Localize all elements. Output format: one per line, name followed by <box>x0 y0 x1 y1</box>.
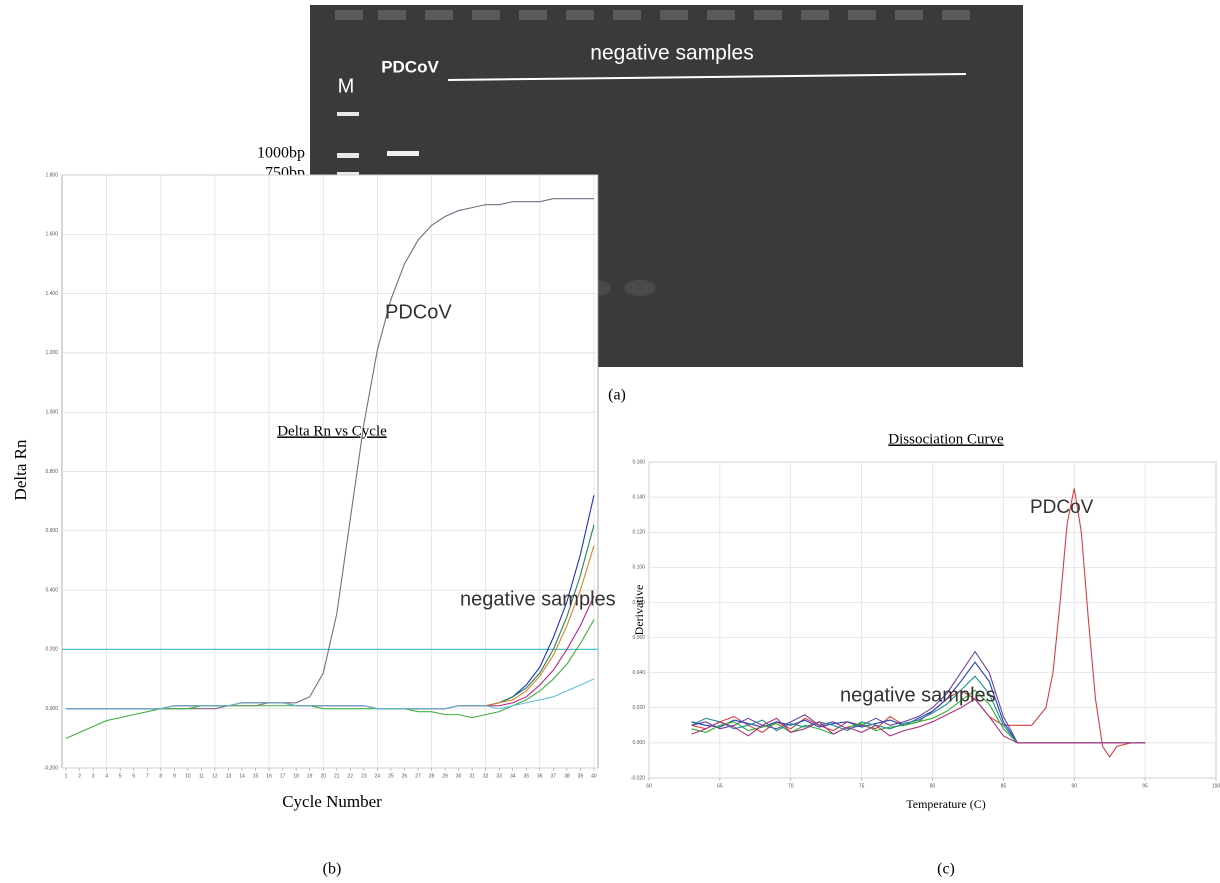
x-tick-label: 20 <box>320 773 326 779</box>
size-label: 1000bp <box>257 145 305 162</box>
y-tick-label: 0.140 <box>632 494 645 500</box>
y-tick-label: 0.000 <box>632 740 645 746</box>
x-tick-label: 37 <box>551 773 557 779</box>
group-label: negative samples <box>590 42 753 65</box>
x-tick-label: 31 <box>469 773 475 779</box>
annotation: negative samples <box>840 684 996 706</box>
x-tick-label: 70 <box>788 783 794 789</box>
y-tick-label: 1.000 <box>45 410 58 416</box>
y-tick-label: 1.400 <box>45 291 58 297</box>
x-tick-label: 29 <box>442 773 448 779</box>
x-tick-label: 75 <box>859 783 865 789</box>
caption: (a) <box>608 387 626 404</box>
x-tick-label: 33 <box>496 773 502 779</box>
x-tick-label: 15 <box>253 773 259 779</box>
x-tick-label: 9 <box>173 773 176 779</box>
y-tick-label: 1.800 <box>45 172 58 178</box>
y-tick-label: -0.020 <box>631 775 645 781</box>
y-tick-label: 0.400 <box>45 587 58 593</box>
x-tick-label: 17 <box>280 773 286 779</box>
x-tick-label: 38 <box>564 773 570 779</box>
x-tick-label: 22 <box>348 773 354 779</box>
chart: -0.0200.0000.0200.0400.0600.0800.1000.12… <box>631 431 1220 877</box>
x-tick-label: 8 <box>159 773 162 779</box>
x-tick-label: 4 <box>105 773 108 779</box>
x-tick-label: 90 <box>1071 783 1077 789</box>
y-tick-label: 0.200 <box>45 647 58 653</box>
x-tick-label: 12 <box>212 773 218 779</box>
x-tick-label: 95 <box>1142 783 1148 789</box>
x-tick-label: 32 <box>483 773 489 779</box>
x-tick-label: 39 <box>578 773 584 779</box>
sample-band <box>387 151 419 156</box>
chart: -0.200 0.000 0.200 0.400 0.600 0.800 1.000 1.20… <box>11 172 616 877</box>
y-tick-label: 0.160 <box>632 459 645 465</box>
annotation: PDCoV <box>385 301 452 323</box>
x-tick-label: 11 <box>199 773 204 779</box>
figure: M PDCoV negative samples 1000bp 750bp (a… <box>0 0 1220 883</box>
y-tick-label: 0.020 <box>632 705 645 711</box>
y-tick-label: 1.200 <box>45 350 58 356</box>
x-tick-label: 16 <box>266 773 272 779</box>
x-tick-label: 6 <box>132 773 135 779</box>
lane-label: PDCoV <box>381 57 439 76</box>
x-tick-label: 14 <box>239 773 245 779</box>
y-tick-label: 0.000 <box>45 706 58 712</box>
y-axis-label: Derivative <box>632 585 646 636</box>
chart-title: Dissociation Curve <box>888 431 1004 447</box>
x-tick-label: 36 <box>537 773 543 779</box>
y-tick-label: 0.040 <box>632 670 645 676</box>
annotation: PDCoV <box>1030 497 1094 518</box>
x-tick-label: 35 <box>523 773 529 779</box>
x-tick-label: 18 <box>293 773 299 779</box>
x-tick-label: 28 <box>429 773 435 779</box>
caption: (c) <box>937 861 955 878</box>
x-tick-label: 13 <box>226 773 232 779</box>
x-tick-label: 85 <box>1001 783 1007 789</box>
x-tick-label: 80 <box>930 783 936 789</box>
x-tick-label: 100 <box>1212 783 1220 789</box>
x-tick-label: 7 <box>146 773 149 779</box>
y-tick-label: -0.200 <box>44 765 58 771</box>
x-tick-label: 27 <box>415 773 421 779</box>
y-tick-label: 0.800 <box>45 469 58 475</box>
x-tick-label: 65 <box>717 783 723 789</box>
x-tick-label: 40 <box>591 773 597 779</box>
x-tick-label: 5 <box>119 773 122 779</box>
y-tick-label: 0.120 <box>632 530 645 536</box>
x-tick-label: 2 <box>78 773 81 779</box>
y-tick-label: 0.600 <box>45 528 58 534</box>
x-tick-label: 25 <box>388 773 394 779</box>
x-tick-label: 1 <box>65 773 68 779</box>
x-tick-label: 10 <box>185 773 191 779</box>
x-tick-label: 34 <box>510 773 516 779</box>
x-tick-label: 21 <box>334 773 340 779</box>
x-tick-label: 30 <box>456 773 462 779</box>
x-tick-label: 3 <box>92 773 95 779</box>
y-tick-label: 0.100 <box>632 565 645 571</box>
caption: (b) <box>323 861 342 878</box>
annotation: negative samples <box>460 588 616 610</box>
lane-label: M <box>338 75 355 97</box>
x-axis-label: Cycle Number <box>282 792 382 811</box>
x-tick-label: 26 <box>402 773 408 779</box>
x-tick-label: 24 <box>375 773 381 779</box>
x-axis-label: Temperature (C) <box>906 797 985 811</box>
x-tick-label: 19 <box>307 773 313 779</box>
y-tick-label: 1.600 <box>45 232 58 238</box>
y-axis-label: Delta Rn <box>11 439 30 500</box>
chart-title: Delta Rn vs Cycle <box>277 423 387 439</box>
x-tick-label: 23 <box>361 773 367 779</box>
x-tick-label: 60 <box>646 783 652 789</box>
